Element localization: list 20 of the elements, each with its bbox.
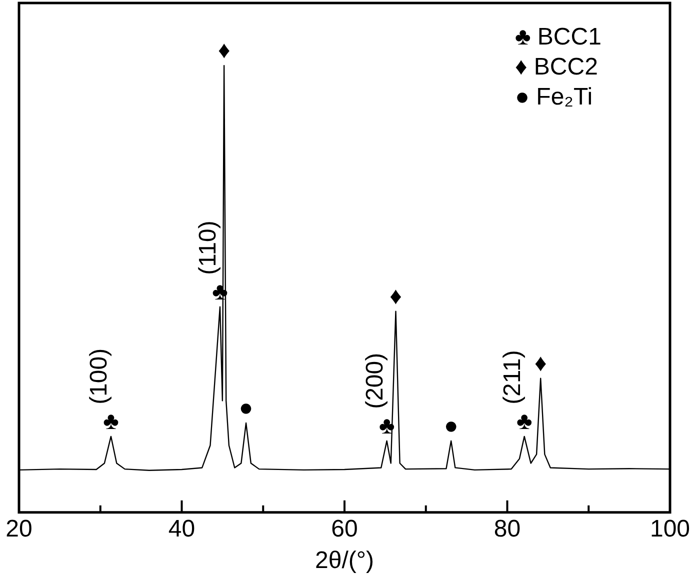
annotation: ♣ <box>516 408 532 436</box>
x-tick-label: 100 <box>650 515 690 542</box>
annotation: (100) <box>86 348 113 404</box>
annotation: ♣ <box>103 408 120 436</box>
x-tick-label: 20 <box>6 515 32 542</box>
annotation: ● <box>238 394 254 422</box>
x-tick-label: 60 <box>331 515 358 542</box>
x-axis-title: 2θ/(°) <box>315 547 374 574</box>
annotation: ♦ <box>534 350 547 377</box>
text: ♣ BCC1 <box>515 24 602 51</box>
annotation: ♦ <box>218 37 230 64</box>
annotation: ● Fe₂Ti <box>515 84 593 111</box>
annotation: ● <box>444 412 458 440</box>
annotation: (200) <box>361 352 388 409</box>
annotation: ♦ BCC2 <box>515 54 598 81</box>
annotation: (211) <box>498 350 526 404</box>
annotation: ♦ <box>390 282 402 310</box>
annotation: (110) <box>194 220 222 275</box>
x-tick-label: 80 <box>494 515 521 542</box>
x-tick-label: 40 <box>168 515 196 542</box>
